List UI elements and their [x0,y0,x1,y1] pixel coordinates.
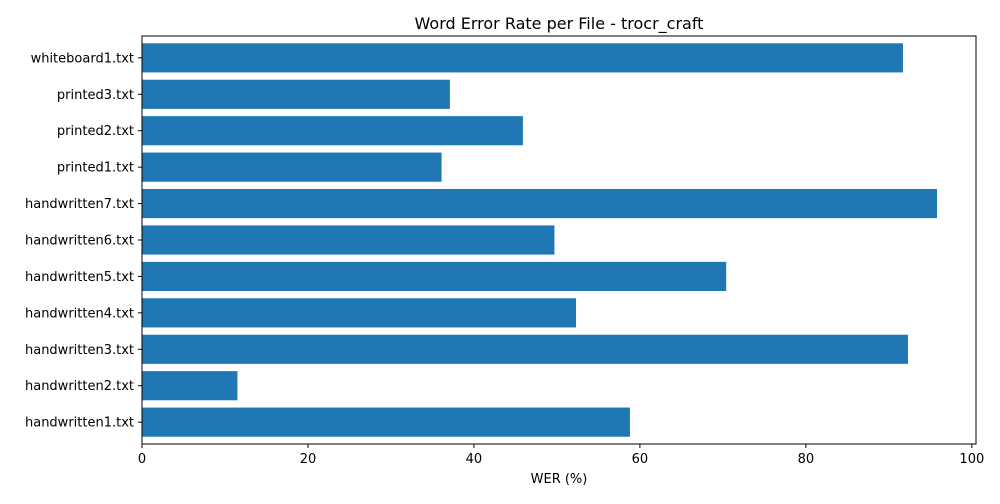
bar [142,334,908,364]
x-tick-label: 60 [632,452,649,467]
y-tick-label: handwritten3.txt [25,343,134,358]
bar [142,407,630,437]
x-tick-label: 80 [798,452,815,467]
x-tick-label: 0 [138,452,146,467]
y-tick-label: handwritten6.txt [25,234,134,249]
y-axis: handwritten1.txt handwritten2.txt handwrit… [25,51,142,431]
bar [142,152,442,182]
y-tick-label: printed2.txt [57,124,134,139]
bar [142,225,555,255]
x-tick-label: 100 [959,452,984,467]
y-tick-label: handwritten4.txt [25,306,134,321]
x-tick-label: 20 [300,452,317,467]
x-axis: 0 20 40 60 80 100 [138,444,984,467]
y-tick-label: printed3.txt [57,88,134,103]
bar [142,116,523,146]
bar [142,298,577,328]
x-tick-label: 40 [466,452,483,467]
y-tick-label: whiteboard1.txt [31,51,134,66]
bars-layer [142,43,937,437]
x-axis-label: WER (%) [531,472,588,487]
bar [142,189,937,219]
y-tick-label: handwritten7.txt [25,197,134,212]
bar [142,261,727,291]
y-tick-label: handwritten2.txt [25,379,134,394]
y-tick-label: handwritten1.txt [25,416,134,431]
bar [142,371,238,401]
bar [142,79,450,109]
bar [142,43,903,73]
y-tick-label: handwritten5.txt [25,270,134,285]
chart-title: Word Error Rate per File - trocr_craft [415,14,704,34]
y-tick-label: printed1.txt [57,161,134,176]
